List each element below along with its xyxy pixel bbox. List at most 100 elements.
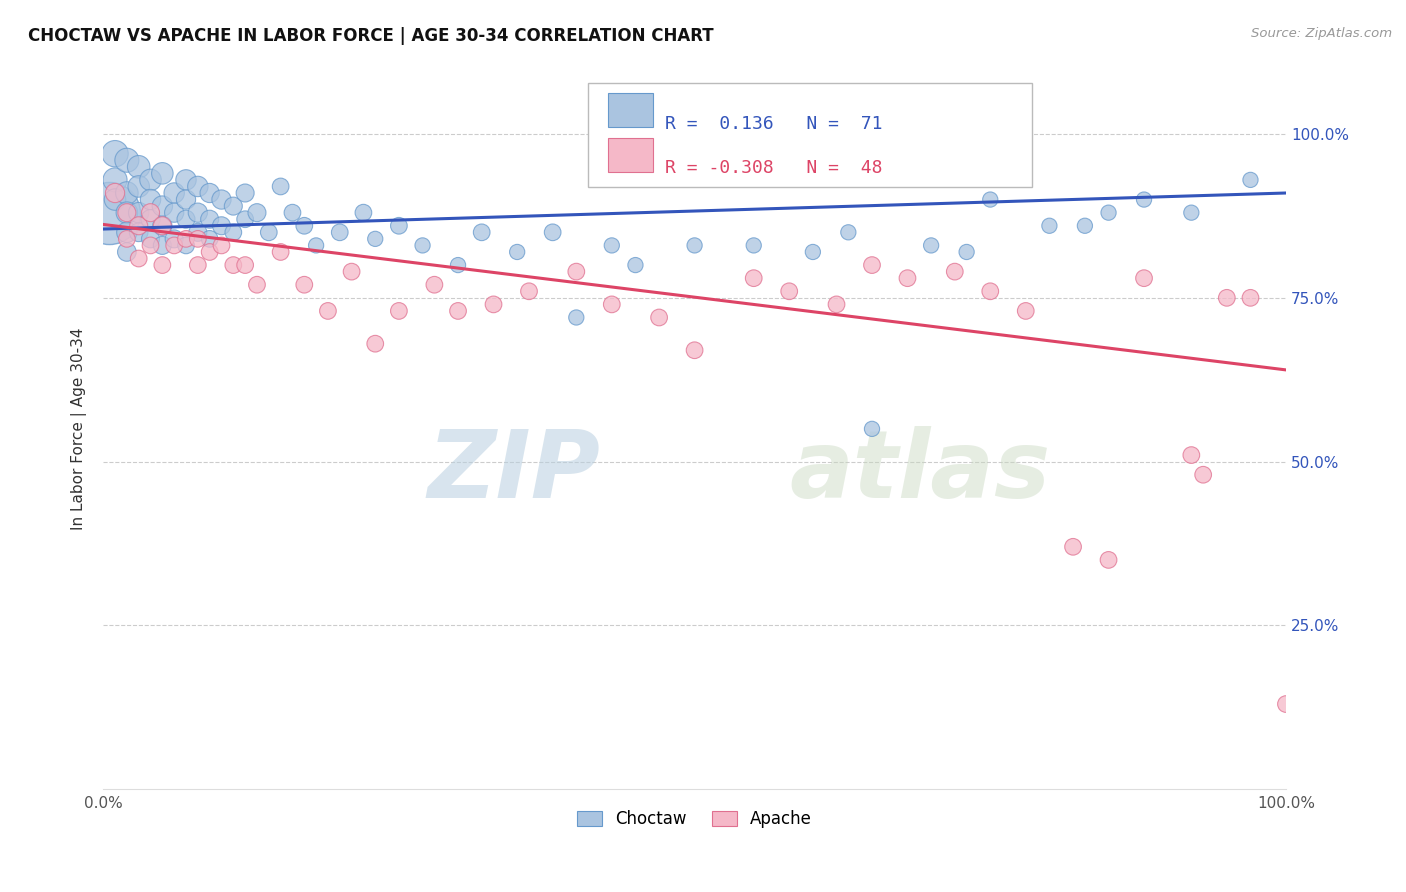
Point — [174, 212, 197, 227]
Point — [128, 160, 150, 174]
Point — [187, 205, 209, 219]
Point — [115, 186, 138, 200]
Point — [233, 212, 256, 227]
Point — [352, 205, 374, 219]
Point — [257, 225, 280, 239]
Point — [648, 310, 671, 325]
Point — [270, 179, 292, 194]
Point — [683, 343, 706, 358]
Point — [246, 277, 269, 292]
Point — [198, 186, 221, 200]
Point — [837, 225, 859, 239]
Point — [222, 258, 245, 272]
Point — [1239, 291, 1261, 305]
Point — [1015, 304, 1038, 318]
Point — [187, 232, 209, 246]
Point — [211, 238, 233, 252]
Point — [139, 232, 162, 246]
Point — [211, 219, 233, 233]
Point — [104, 146, 127, 161]
Point — [1133, 193, 1156, 207]
Point — [150, 166, 173, 180]
Point — [447, 258, 470, 272]
Point — [423, 277, 446, 292]
Point — [624, 258, 647, 272]
Point — [742, 271, 765, 285]
Point — [471, 225, 494, 239]
Point — [600, 297, 623, 311]
Point — [305, 238, 328, 252]
Point — [233, 186, 256, 200]
Point — [187, 179, 209, 194]
Point — [742, 238, 765, 252]
Point — [316, 304, 339, 318]
Point — [281, 205, 304, 219]
Point — [1097, 553, 1119, 567]
Point — [565, 265, 588, 279]
Point — [1133, 271, 1156, 285]
Point — [128, 205, 150, 219]
Point — [174, 173, 197, 187]
Point — [115, 244, 138, 259]
Bar — [609, 137, 654, 172]
Point — [128, 252, 150, 266]
Point — [150, 219, 173, 233]
Point — [1216, 291, 1239, 305]
Point — [955, 244, 977, 259]
Point — [979, 285, 1001, 299]
Text: ZIP: ZIP — [427, 426, 600, 518]
Point — [150, 219, 173, 233]
Point — [896, 271, 918, 285]
Point — [447, 304, 470, 318]
Point — [98, 205, 121, 219]
Point — [1074, 219, 1097, 233]
Point — [825, 297, 848, 311]
Point — [104, 173, 127, 187]
Text: CHOCTAW VS APACHE IN LABOR FORCE | AGE 30-34 CORRELATION CHART: CHOCTAW VS APACHE IN LABOR FORCE | AGE 3… — [28, 27, 714, 45]
Point — [683, 238, 706, 252]
Point — [1038, 219, 1060, 233]
Point — [163, 186, 186, 200]
Point — [115, 205, 138, 219]
Point — [1239, 173, 1261, 187]
Point — [270, 244, 292, 259]
Point — [174, 238, 197, 252]
Point — [198, 212, 221, 227]
Point — [943, 265, 966, 279]
Point — [340, 265, 363, 279]
Point — [979, 193, 1001, 207]
Point — [292, 219, 315, 233]
Point — [1192, 467, 1215, 482]
Point — [104, 193, 127, 207]
Point — [150, 238, 173, 252]
Point — [860, 258, 883, 272]
Point — [388, 219, 411, 233]
Point — [128, 179, 150, 194]
Point — [778, 285, 800, 299]
Text: R = -0.308   N =  48: R = -0.308 N = 48 — [665, 160, 883, 178]
Point — [364, 336, 387, 351]
Point — [1275, 697, 1298, 711]
Point — [233, 258, 256, 272]
Point — [187, 225, 209, 239]
Point — [150, 258, 173, 272]
Point — [364, 232, 387, 246]
Point — [211, 193, 233, 207]
Point — [292, 277, 315, 292]
Point — [139, 212, 162, 227]
Point — [541, 225, 564, 239]
Point — [163, 205, 186, 219]
Point — [222, 199, 245, 213]
Point — [115, 225, 138, 239]
Point — [1180, 448, 1202, 462]
Point — [128, 219, 150, 233]
Bar — [609, 93, 654, 128]
Text: R =  0.136   N =  71: R = 0.136 N = 71 — [665, 114, 883, 133]
Point — [187, 258, 209, 272]
Point — [115, 205, 138, 219]
Point — [1097, 205, 1119, 219]
Point — [1180, 205, 1202, 219]
Point — [174, 193, 197, 207]
Y-axis label: In Labor Force | Age 30-34: In Labor Force | Age 30-34 — [72, 327, 87, 530]
Legend: Choctaw, Apache: Choctaw, Apache — [571, 804, 818, 835]
